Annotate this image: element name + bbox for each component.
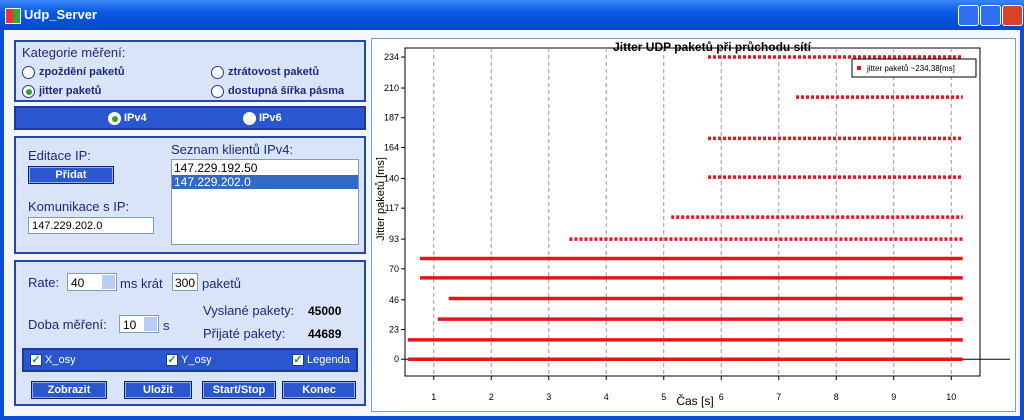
rate-select[interactable]: 40	[67, 273, 117, 291]
received-value: 44689	[308, 327, 342, 341]
x-tick-label: 5	[661, 392, 666, 402]
x-tick-label: 10	[946, 392, 956, 402]
minimize-button[interactable]	[958, 5, 979, 26]
x-tick-label: 4	[604, 392, 609, 402]
y-tick-label: 210	[384, 83, 399, 93]
x-axis-label: Čas [s]	[676, 393, 713, 408]
y-tick-label: 187	[384, 113, 399, 123]
checkbox[interactable]: ✓	[292, 354, 304, 366]
radio-label[interactable]: jitter paketů	[39, 85, 102, 97]
ip-version-strip	[14, 106, 366, 130]
x-tick-label: 3	[546, 392, 551, 402]
radio-label[interactable]: ztrátovost paketů	[228, 66, 320, 78]
dropdown-arrow	[102, 275, 115, 289]
x-tick-label: 9	[891, 392, 896, 402]
radio-button[interactable]	[211, 66, 224, 79]
list-item[interactable]: 147.229.192.50	[174, 161, 258, 175]
y-axis-label: Jitter paketů [ms]	[375, 157, 387, 241]
y-tick-label: 93	[389, 234, 399, 244]
label: paketů	[202, 276, 242, 291]
value: 10	[123, 318, 137, 332]
sent-value: 45000	[308, 304, 342, 318]
y-tick-label: 164	[384, 142, 399, 152]
radio-button[interactable]	[211, 85, 224, 98]
window-title: Udp_Server	[24, 7, 97, 22]
radio-dot	[25, 88, 32, 95]
radio-label[interactable]: dostupná šířka pásma	[228, 85, 345, 97]
radio-label[interactable]: IPv4	[124, 112, 147, 124]
label: ms krát	[120, 276, 163, 291]
legend-swatch	[857, 66, 861, 70]
checkbox[interactable]: ✓	[166, 354, 178, 366]
checkbox-label[interactable]: Legenda	[307, 354, 350, 366]
chart-frame: Jitter UDP paketů při průchodu sítí Čas …	[371, 38, 1016, 412]
button[interactable]: Start/Stop	[202, 381, 276, 399]
y-tick-label: 46	[389, 295, 399, 305]
y-tick-label: 23	[389, 325, 399, 335]
label: Komunikace s IP:	[28, 199, 130, 214]
label: s	[163, 318, 170, 333]
radio-button[interactable]	[22, 66, 35, 79]
button[interactable]: Konec	[282, 381, 356, 399]
title-bar	[0, 0, 1024, 30]
add-button[interactable]: Přidat	[28, 166, 114, 184]
label: Doba měření:	[28, 317, 107, 332]
label: Přijaté pakety:	[203, 326, 286, 341]
button[interactable]: Uložit	[124, 381, 192, 399]
app-icon	[5, 8, 21, 24]
radio-button[interactable]	[243, 112, 256, 125]
label: Rate:	[28, 275, 60, 290]
label: Seznam klientů IPv4:	[171, 142, 294, 157]
x-tick-label: 8	[834, 392, 839, 402]
duration-select[interactable]: 10	[119, 315, 159, 333]
checkbox-label[interactable]: X_osy	[45, 354, 76, 366]
group-title: Kategorie měření:	[22, 45, 126, 60]
legend-box	[851, 58, 977, 78]
checkbox[interactable]: ✓	[30, 354, 42, 366]
x-tick-label: 7	[776, 392, 781, 402]
plot-area	[404, 47, 981, 377]
client-list[interactable]	[171, 159, 359, 245]
checkbox-label[interactable]: Y_osy	[181, 354, 212, 366]
dropdown-arrow	[144, 317, 157, 331]
y-tick-label: 70	[389, 264, 399, 274]
measurement-group	[14, 40, 366, 102]
list-item[interactable]: 147.229.202.0	[172, 175, 358, 189]
legend-label: jitter paketů ~234,38[ms]	[866, 64, 955, 73]
label: Editace IP:	[28, 148, 91, 163]
button[interactable]: Zobrazit	[31, 381, 107, 399]
close-button[interactable]	[1002, 5, 1023, 26]
ip-input[interactable]: 147.229.202.0	[28, 217, 154, 234]
y-tick-label: 140	[384, 173, 399, 183]
maximize-button[interactable]	[980, 5, 1001, 26]
chart: Jitter UDP paketů při průchodu sítí Čas …	[375, 40, 1010, 408]
y-tick-label: 117	[385, 203, 399, 213]
radio-label[interactable]: IPv6	[259, 112, 282, 124]
packets-input[interactable]: 300	[172, 273, 198, 291]
y-tick-label: 234	[384, 52, 399, 62]
y-tick-label: 0	[394, 354, 399, 364]
radio-label[interactable]: zpoždění paketů	[39, 66, 125, 78]
x-tick-label: 2	[489, 392, 494, 402]
x-tick-label: 6	[719, 392, 724, 402]
radio-dot	[111, 115, 118, 122]
chart-title: Jitter UDP paketů při průchodu sítí	[613, 40, 811, 54]
value: 40	[71, 276, 85, 290]
label: Vyslané pakety:	[203, 303, 295, 318]
x-tick-label: 1	[431, 392, 436, 402]
